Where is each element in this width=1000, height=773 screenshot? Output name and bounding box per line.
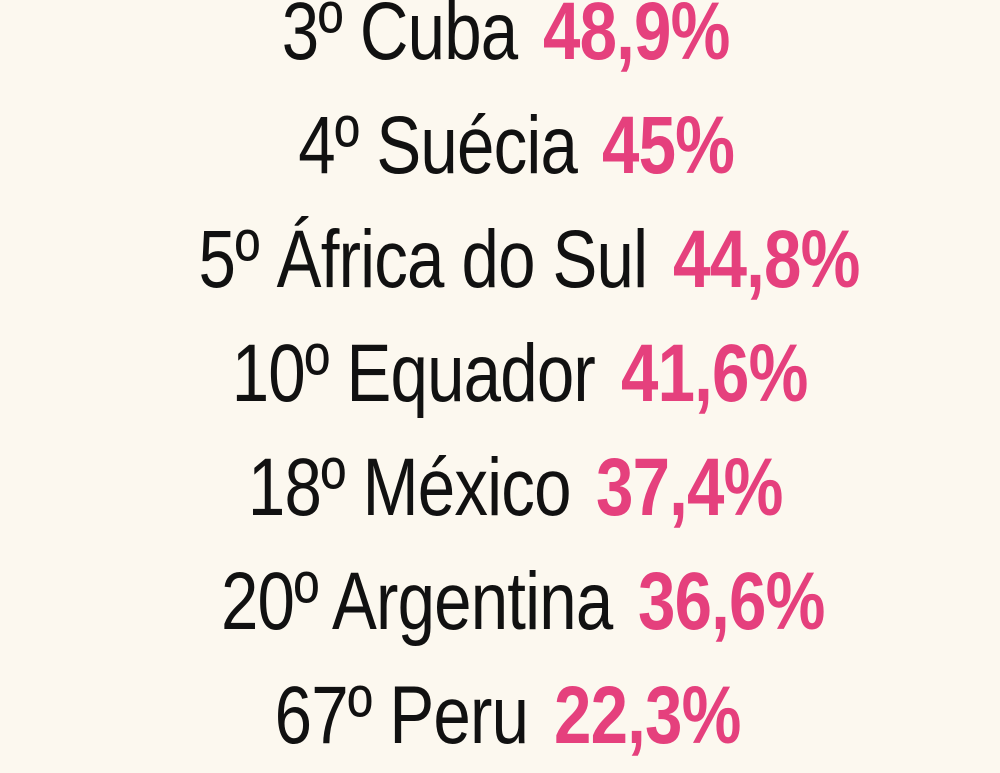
- ranking-country-label: 67º Peru: [274, 670, 528, 761]
- ranking-country-label: 3º Cuba: [281, 0, 518, 77]
- ranking-percentage: 22,3%: [553, 670, 741, 761]
- ranking-row-argentina: 20º Argentina 36,6%: [0, 545, 1000, 659]
- ranking-row-suecia: 4º Suécia 45%: [0, 89, 1000, 203]
- ranking-country-label: 4º Suécia: [297, 100, 578, 191]
- ranking-country-label: 5º África do Sul: [198, 214, 648, 305]
- ranking-row-peru: 67º Peru 22,3%: [0, 659, 1000, 773]
- ranking-percentage: 36,6%: [637, 556, 825, 647]
- ranking-percentage: 48,9%: [542, 0, 730, 77]
- ranking-row-cuba: 3º Cuba 48,9%: [0, 0, 1000, 89]
- ranking-country-label: 20º Argentina: [220, 556, 613, 647]
- ranking-row-mexico: 18º México 37,4%: [0, 431, 1000, 545]
- ranking-percentage: 45%: [602, 100, 735, 191]
- ranking-percentage: 44,8%: [672, 214, 860, 305]
- ranking-row-equador: 10º Equador 41,6%: [0, 317, 1000, 431]
- ranking-row-africa-do-sul: 5º África do Sul 44,8%: [0, 203, 1000, 317]
- ranking-percentage: 37,4%: [595, 442, 783, 533]
- ranking-percentage: 41,6%: [620, 328, 808, 419]
- ranking-country-label: 10º Equador: [231, 328, 596, 419]
- ranking-country-label: 18º México: [247, 442, 571, 533]
